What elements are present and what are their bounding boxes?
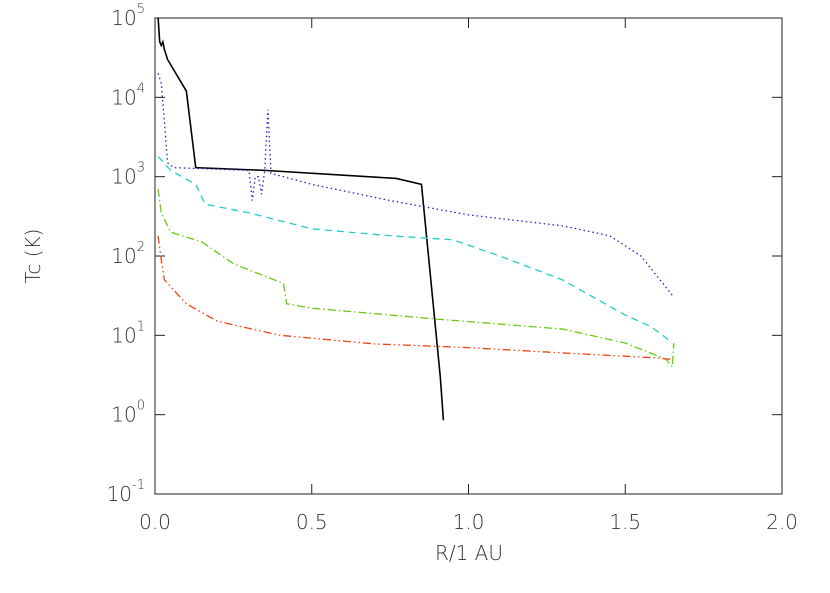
series-line [157, 17, 445, 421]
y-tick-exponent: 2 [137, 240, 145, 255]
y-tick-label: 101 [111, 319, 145, 347]
y-tick-label: 104 [111, 81, 145, 109]
y-tick-label: 105 [111, 2, 145, 30]
x-tick-label: 1.5 [609, 510, 641, 534]
series-line [157, 188, 675, 369]
y-axis-label: Tc (K) [21, 229, 45, 284]
y-tick-exponent: 0 [137, 399, 145, 414]
x-axis-label: R/1 AU [435, 541, 503, 565]
y-tick-base: 10 [111, 403, 136, 427]
x-tick-label: 0.0 [139, 510, 171, 534]
y-tick-exponent: 5 [137, 2, 145, 17]
y-tick-base: 10 [111, 323, 136, 347]
x-tick-label: 2.0 [766, 510, 798, 534]
y-tick-label: 10-1 [107, 478, 145, 506]
plot-frame [154, 17, 783, 495]
x-tick-label: 1.0 [453, 510, 485, 534]
y-tick-exponent: 3 [137, 161, 145, 176]
y-tick-label: 103 [111, 161, 145, 189]
y-tick-base: 10 [111, 165, 136, 189]
y-tick-base: 10 [107, 482, 132, 506]
x-tick-label: 0.5 [296, 510, 328, 534]
y-tick-exponent: 4 [137, 81, 145, 96]
y-tick-label: 102 [111, 240, 145, 268]
y-tick-base: 10 [111, 244, 136, 268]
series-line [157, 155, 673, 344]
y-tick-base: 10 [111, 85, 136, 109]
y-tick-exponent: 1 [137, 319, 145, 334]
y-tick-base: 10 [111, 6, 136, 30]
series-line [157, 235, 673, 360]
y-tick-exponent: -1 [132, 478, 145, 493]
series-line [157, 73, 673, 296]
y-tick-label: 100 [111, 399, 145, 427]
